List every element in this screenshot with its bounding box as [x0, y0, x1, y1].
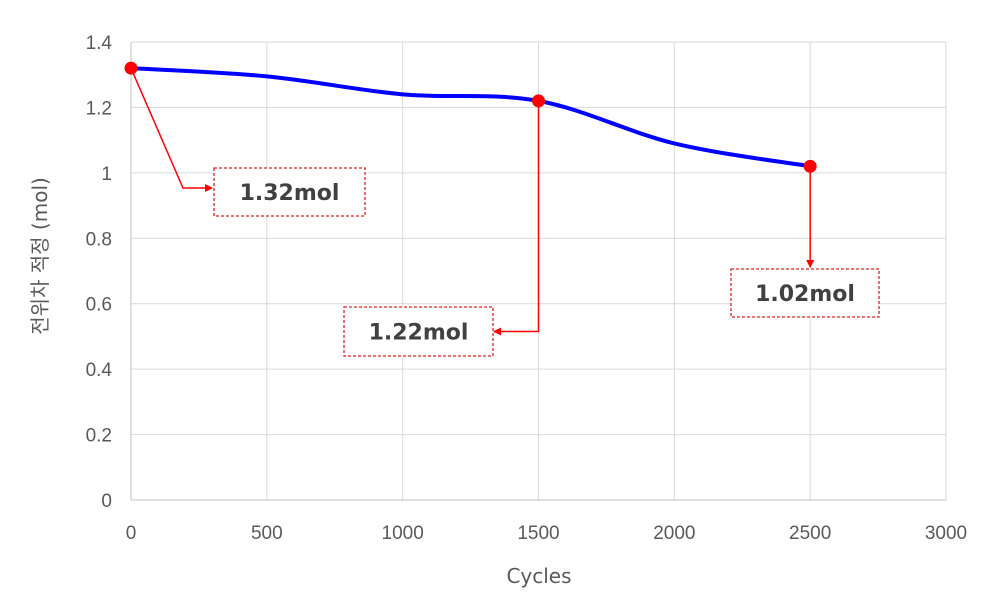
x-tick-label: 0	[126, 523, 137, 544]
annotation-callout: 1.02mol	[730, 268, 880, 318]
annotation-leader-line	[493, 100, 540, 336]
highlight-point	[803, 159, 817, 173]
annotation-label: 1.22mol	[369, 321, 469, 346]
annotation-box	[343, 306, 494, 357]
y-tick-label: 1	[101, 164, 112, 185]
axes	[130, 42, 946, 501]
highlight-points	[124, 61, 817, 173]
x-tick-label: 2000	[653, 523, 695, 544]
annotation-box	[213, 167, 366, 217]
series-line	[129, 66, 813, 169]
y-tick-label: 1.4	[86, 33, 113, 54]
x-tick-label: 1500	[517, 523, 559, 544]
annotation-callout: 1.32mol	[213, 167, 366, 217]
y-axis-title: 전위차 적정 (mol)	[28, 177, 52, 335]
y-tick-label: 0.4	[86, 360, 113, 381]
x-tick-label: 1000	[382, 523, 424, 544]
x-tick-label: 2500	[789, 523, 831, 544]
annotation-label: 1.02mol	[755, 282, 855, 307]
annotation-leaders	[130, 67, 815, 336]
annotation-callout: 1.22mol	[343, 306, 494, 357]
highlight-point	[532, 94, 545, 108]
y-tick-label: 1.2	[86, 98, 112, 119]
y-tick-label: 0.2	[86, 426, 112, 447]
x-tick-label: 500	[251, 523, 283, 544]
x-tick-label: 3000	[925, 523, 967, 544]
annotations: 1.32mol 1.22mol 1.02mol	[213, 167, 880, 357]
annotation-label: 1.32mol	[240, 181, 340, 206]
y-tick-label: 0.6	[86, 295, 112, 316]
annotation-box	[730, 268, 880, 318]
annotation-leader-line	[130, 67, 213, 192]
y-tick-label: 0	[101, 491, 112, 512]
x-axis-title: Cycles	[506, 564, 571, 588]
highlight-point	[124, 61, 138, 75]
series	[129, 66, 813, 169]
tick-labels: 0 0.2 0.4 0.6 0.8 1 1.2 1.4 0 500 1000 1500 2000 2500…	[86, 33, 968, 544]
y-tick-label: 0.8	[86, 229, 112, 250]
